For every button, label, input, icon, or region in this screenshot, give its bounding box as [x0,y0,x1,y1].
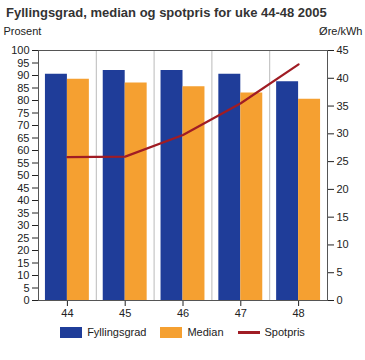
svg-text:75: 75 [17,107,29,119]
html-text:Median: Median [187,326,224,338]
svg-text:Prosent: Prosent [4,25,42,37]
svg-text:70: 70 [17,119,29,131]
svg-text:45: 45 [337,44,349,56]
svg-text:30: 30 [17,219,29,231]
svg-text:100: 100 [11,44,29,56]
svg-text:0: 0 [23,294,29,306]
svg-text:35: 35 [17,207,29,219]
svg-text:5: 5 [23,282,29,294]
svg-text:47: 47 [235,307,247,319]
svg-text:Øre/kWh: Øre/kWh [319,25,362,37]
svg-text:35: 35 [337,100,349,112]
svg-text:46: 46 [177,307,189,319]
svg-text:50: 50 [17,169,29,181]
svg-text:10: 10 [337,238,349,250]
svg-text:20: 20 [337,183,349,195]
svg-text:80: 80 [17,94,29,106]
svg-text:90: 90 [17,69,29,81]
svg-text:15: 15 [337,211,349,223]
svg-text:25: 25 [17,232,29,244]
svg-text:55: 55 [17,157,29,169]
svg-text:30: 30 [337,127,349,139]
html-text:Fyllingsgrad: Fyllingsgrad [87,326,147,338]
html-text:Fyllingsgrad, median og spotpr: Fyllingsgrad, median og spotpris for uke… [6,5,327,20]
svg-text:15: 15 [17,257,29,269]
svg-text:65: 65 [17,132,29,144]
svg-text:45: 45 [17,182,29,194]
svg-text:10: 10 [17,269,29,281]
html-text:Spotpris: Spotpris [264,326,305,338]
svg-text:0: 0 [337,294,343,306]
svg-text:48: 48 [292,307,304,319]
svg-text:45: 45 [119,307,131,319]
svg-text:95: 95 [17,57,29,69]
svg-text:5: 5 [337,266,343,278]
svg-text:44: 44 [61,307,73,319]
svg-text:20: 20 [17,244,29,256]
svg-text:85: 85 [17,82,29,94]
svg-text:40: 40 [17,194,29,206]
svg-text:60: 60 [17,144,29,156]
svg-text:40: 40 [337,72,349,84]
svg-text:25: 25 [337,155,349,167]
